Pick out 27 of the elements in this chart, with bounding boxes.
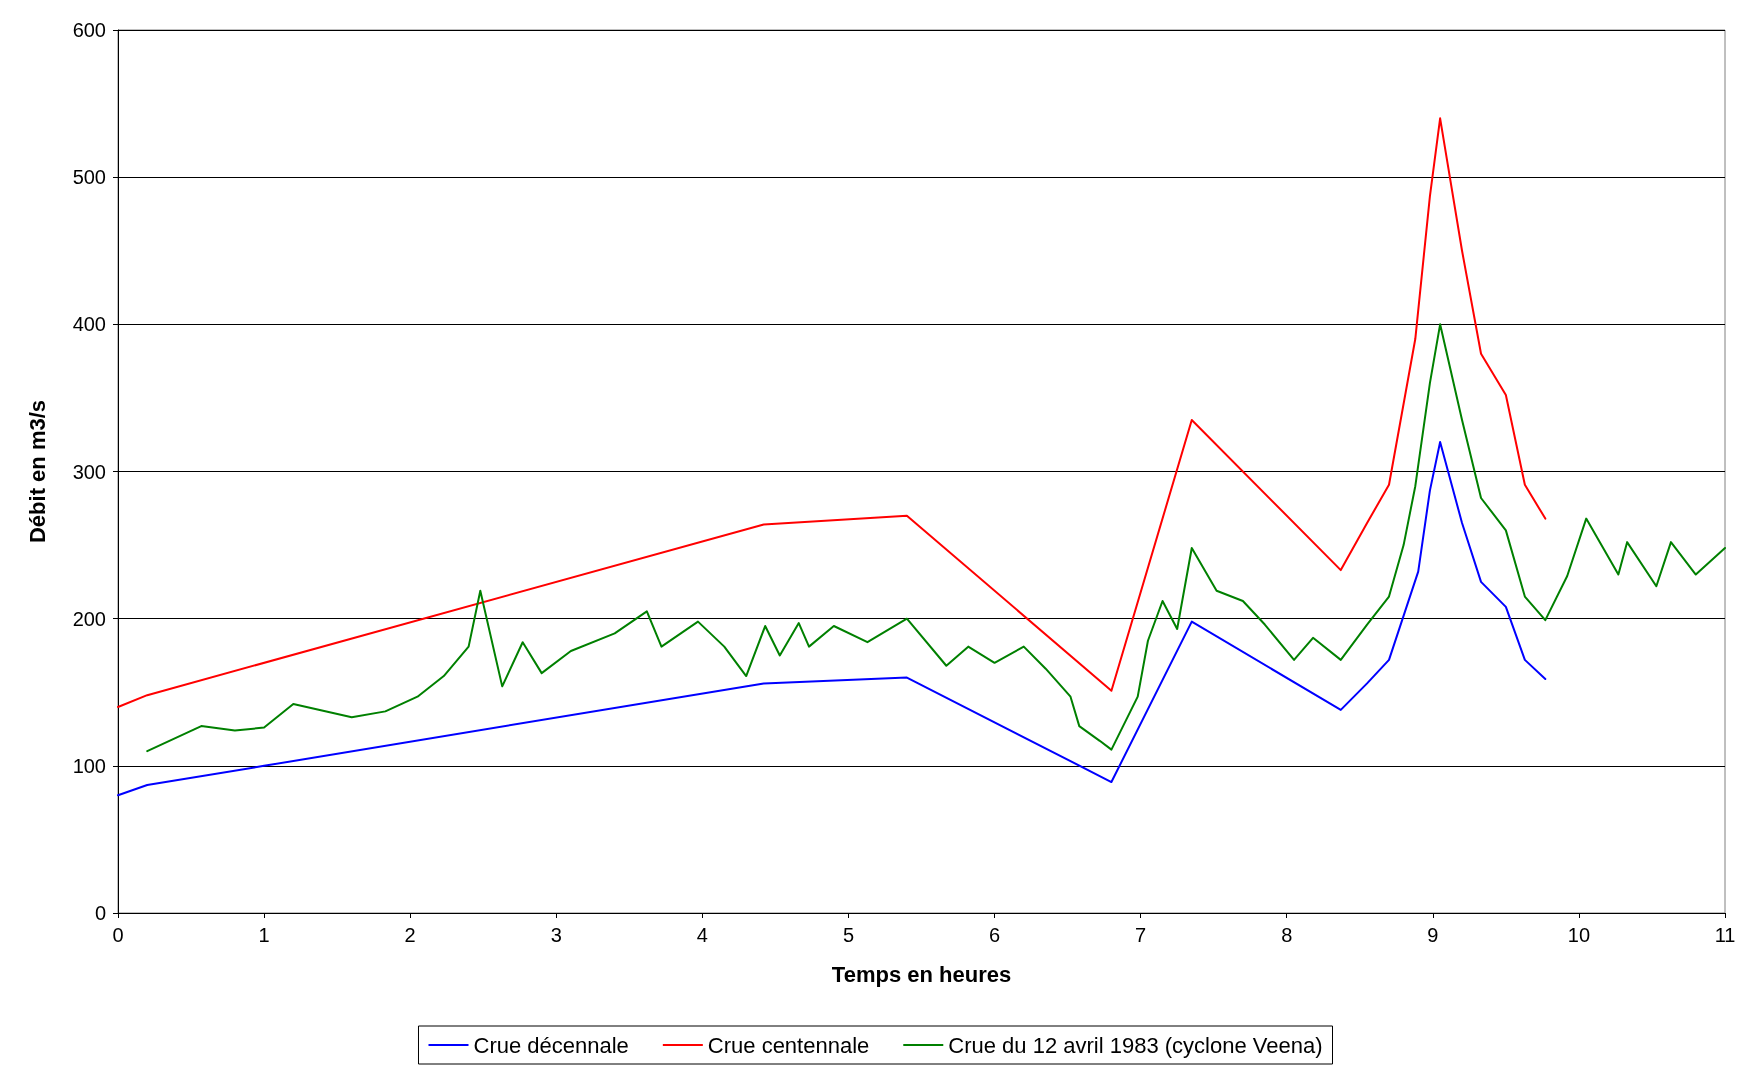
x-axis-title: Temps en heures xyxy=(831,961,1012,987)
x-tick-label: 8 xyxy=(1281,924,1293,946)
x-tick-label: 10 xyxy=(1567,924,1591,946)
y-tick-label: 500 xyxy=(72,166,106,189)
legend-label: Crue du 12 avril 1983 (cyclone Veena) xyxy=(948,1032,1323,1058)
line-series xyxy=(117,441,1547,797)
y-tick-label: 200 xyxy=(72,607,106,630)
legend-label: Crue décennale xyxy=(473,1032,629,1058)
x-tick-label: 2 xyxy=(404,924,416,946)
y-tick-label: 300 xyxy=(72,460,106,483)
y-tick-label: 600 xyxy=(72,19,106,41)
x-tick-label: 6 xyxy=(988,924,1001,946)
x-tick-label: 11 xyxy=(1714,924,1736,946)
x-tick-label: 1 xyxy=(258,924,270,946)
x-tick-label: 7 xyxy=(1135,924,1147,946)
y-tick-label: 100 xyxy=(72,754,106,777)
x-tick-label: 5 xyxy=(842,924,855,946)
line-series xyxy=(146,323,1726,753)
x-tick-label: 0 xyxy=(112,924,124,946)
line-series xyxy=(117,117,1547,708)
y-tick-label: 0 xyxy=(94,902,106,924)
x-tick-label: 9 xyxy=(1427,924,1439,946)
x-tick-label: 3 xyxy=(550,924,562,946)
x-tick-label: 4 xyxy=(696,924,708,946)
y-axis-title: Débit en m3/s xyxy=(24,399,50,544)
legend-label: Crue centennale xyxy=(707,1032,870,1058)
y-tick-label: 400 xyxy=(72,313,106,336)
